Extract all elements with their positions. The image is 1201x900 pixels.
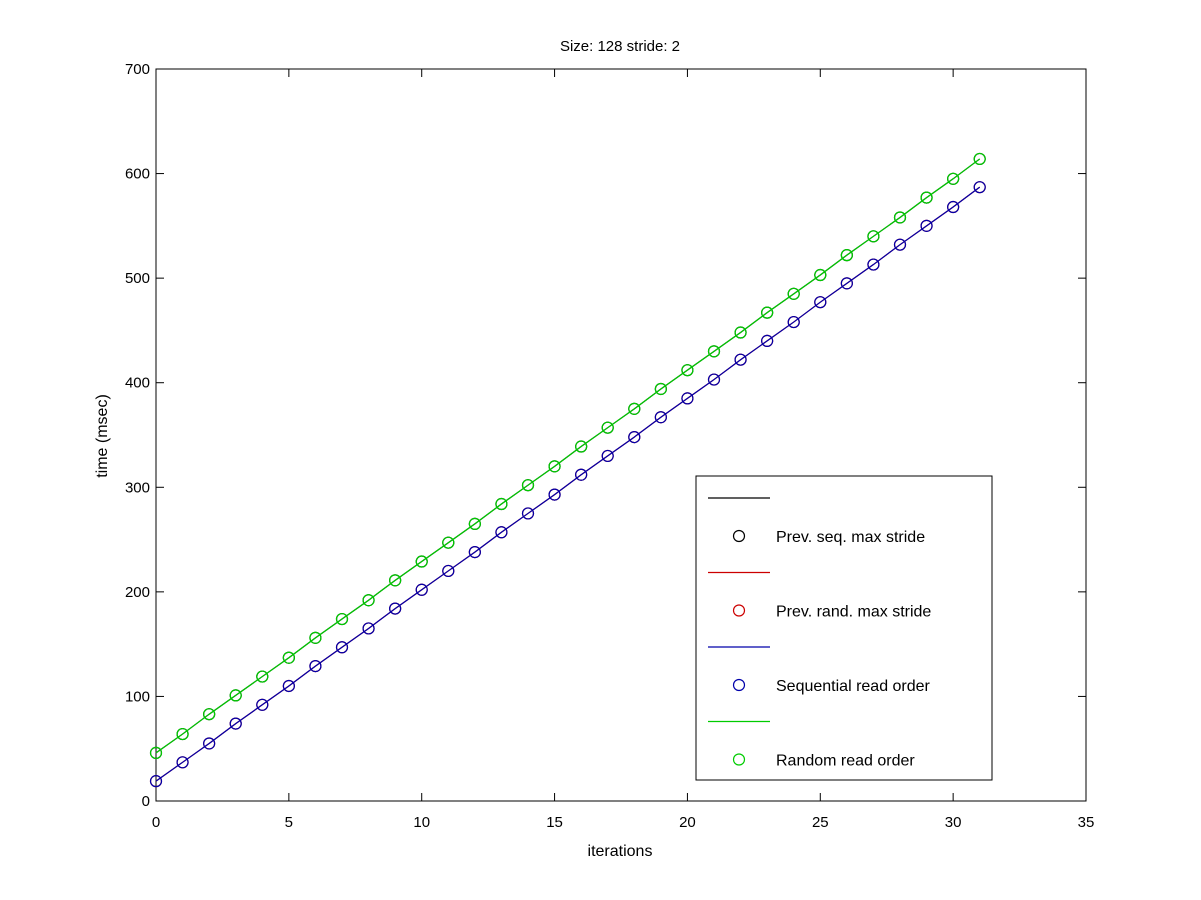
x-tick-label: 20: [679, 814, 696, 831]
data-point: [681, 392, 694, 405]
data-point: [707, 345, 721, 358]
data-point: [256, 698, 269, 711]
data-point: [282, 651, 295, 664]
data-point: [548, 488, 561, 501]
data-point: [149, 775, 163, 788]
data-point: [335, 641, 349, 654]
x-axis-label: iterations: [588, 843, 653, 860]
data-point: [149, 746, 163, 759]
y-tick-label: 200: [125, 584, 150, 601]
x-tick-label: 25: [812, 814, 829, 831]
legend-marker-swatch: [732, 529, 746, 543]
data-point: [282, 679, 295, 693]
x-tick-label: 0: [152, 814, 160, 831]
data-point: [362, 594, 375, 607]
data-point: [468, 517, 481, 530]
data-point: [362, 622, 375, 635]
data-point: [203, 737, 216, 750]
data-point: [947, 200, 960, 214]
data-point: [229, 717, 242, 730]
data-point: [442, 564, 455, 578]
data-point: [548, 460, 561, 473]
data-point: [335, 612, 349, 626]
data-point: [920, 191, 933, 204]
legend-label: Prev. rand. max stride: [776, 604, 931, 621]
axes-frame: [155, 68, 1087, 802]
data-point: [814, 268, 827, 282]
y-tick-label: 700: [125, 61, 150, 78]
data-point: [654, 411, 667, 424]
data-point: [947, 172, 960, 185]
data-point: [734, 326, 747, 339]
legend-marker-swatch: [732, 753, 746, 766]
data-point: [920, 219, 933, 232]
data-point: [389, 574, 402, 587]
legend-marker-swatch: [732, 678, 746, 692]
data-point: [575, 440, 588, 453]
data-point: [893, 211, 907, 224]
y-tick-label: 100: [125, 688, 150, 705]
data-point: [867, 258, 880, 271]
data-point: [495, 526, 508, 539]
data-point: [495, 497, 508, 511]
data-point: [415, 583, 428, 596]
legend-box: [695, 475, 993, 781]
x-tick-label: 15: [546, 814, 563, 831]
data-point: [176, 756, 189, 769]
y-tick-label: 0: [142, 793, 150, 810]
data-point: [840, 249, 853, 262]
data-point: [176, 727, 189, 741]
data-point: [229, 689, 242, 702]
data-point: [707, 373, 721, 386]
series-4: [149, 152, 986, 759]
data-point: [628, 402, 641, 415]
y-tick-label: 400: [125, 375, 150, 392]
legend-label: Prev. seq. max stride: [776, 529, 925, 546]
legend-label: Random read order: [776, 753, 915, 770]
data-point: [521, 507, 535, 520]
data-point: [628, 430, 641, 444]
y-tick-label: 300: [125, 479, 150, 496]
data-point: [840, 277, 853, 290]
data-point: [681, 364, 694, 377]
data-point: [761, 306, 774, 319]
data-point: [601, 449, 614, 463]
x-tick-label: 10: [413, 814, 430, 831]
data-point: [787, 287, 800, 300]
x-tick-label: 5: [285, 814, 293, 831]
series-3: [149, 181, 986, 788]
data-point: [468, 546, 481, 559]
x-tick-label: 35: [1078, 814, 1095, 831]
data-point: [973, 181, 986, 194]
x-tick-label: 30: [945, 814, 962, 831]
y-axis-label: time (msec): [94, 394, 111, 478]
data-point: [973, 152, 986, 166]
data-point: [893, 238, 907, 251]
data-point: [309, 631, 322, 644]
legend-marker-swatch: [732, 604, 746, 617]
data-point: [761, 334, 774, 347]
data-point: [309, 660, 322, 673]
data-point: [389, 602, 402, 615]
data-point: [787, 315, 800, 329]
y-tick-label: 600: [125, 166, 150, 183]
data-point: [442, 536, 455, 549]
data-point: [601, 421, 614, 434]
data-point: [575, 468, 588, 481]
data-point: [734, 353, 747, 366]
data-point: [256, 670, 269, 683]
data-point: [203, 708, 216, 721]
legend: Prev. seq. max stride Prev. rand. max str…: [695, 475, 993, 781]
data-point: [867, 230, 880, 243]
data-point: [814, 296, 827, 309]
chart-title: Size: 128 stride: 2: [560, 38, 680, 55]
y-tick-label: 500: [125, 270, 150, 287]
data-point: [654, 382, 667, 396]
plot-area: 0 5 10 15 20 25 30 35 0 100 200 300 400 500 600 700: [125, 61, 1094, 831]
legend-label: Sequential read order: [776, 678, 931, 695]
data-point: [415, 555, 428, 568]
data-point: [521, 479, 535, 492]
